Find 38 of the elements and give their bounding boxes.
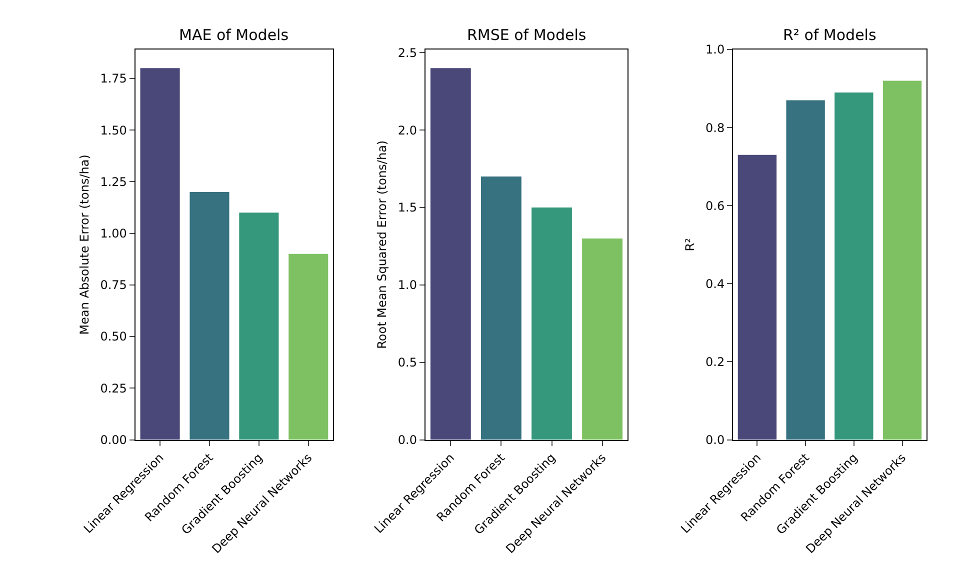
y-tick-label: 0.8 [706,120,725,135]
y-tick-label: 0.50 [100,330,127,344]
y-axis-title: Root Mean Squared Error (tons/ha) [375,140,390,349]
y-tick-label: 0.25 [100,381,127,396]
bar [140,68,180,440]
y-tick-label: 1.5 [398,200,417,215]
y-tick-label: 0.0 [706,432,725,447]
bar [480,176,522,440]
y-axis-title: R² [682,238,697,252]
chart-title: RMSE of Models [467,26,586,44]
y-tick-label: 1.25 [100,174,127,189]
bar [288,254,328,440]
bar [190,192,230,440]
bar [582,238,623,440]
y-tick-label: 1.00 [100,226,127,240]
y-tick-label: 2.0 [398,123,417,138]
bar [430,68,471,440]
y-tick-label: 1.50 [100,123,127,138]
y-tick-label: 1.0 [398,278,417,292]
y-tick-label: 0.00 [100,432,127,447]
bar [882,80,922,440]
y-tick-label: 1.0 [706,42,725,57]
bar [532,207,572,440]
y-tick-label: 0.4 [706,276,725,291]
y-axis-title: Mean Absolute Error (tons/ha) [78,154,92,335]
y-tick-label: 0.0 [398,432,417,447]
chart-title: MAE of Models [179,26,289,44]
bar [786,100,825,440]
y-tick-label: 0.2 [706,354,725,369]
bar [738,154,777,440]
bar [834,92,874,440]
y-tick-label: 0.6 [706,198,725,213]
bar [239,212,279,440]
y-tick-label: 0.5 [398,356,417,370]
y-tick-label: 0.75 [100,278,127,292]
chart-title: R² of Models [783,26,876,44]
y-tick-label: 2.5 [398,46,417,60]
y-tick-label: 1.75 [100,72,127,86]
